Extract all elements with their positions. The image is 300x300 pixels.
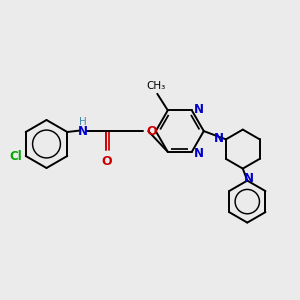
Text: CH₃: CH₃ <box>146 81 165 92</box>
Text: N: N <box>78 124 88 138</box>
Text: N: N <box>244 172 254 185</box>
Text: N: N <box>194 103 204 116</box>
Text: N: N <box>214 132 224 145</box>
Text: N: N <box>194 147 204 160</box>
Text: Cl: Cl <box>9 149 22 163</box>
Text: O: O <box>146 124 157 138</box>
Text: H: H <box>79 117 87 127</box>
Text: O: O <box>101 155 112 168</box>
